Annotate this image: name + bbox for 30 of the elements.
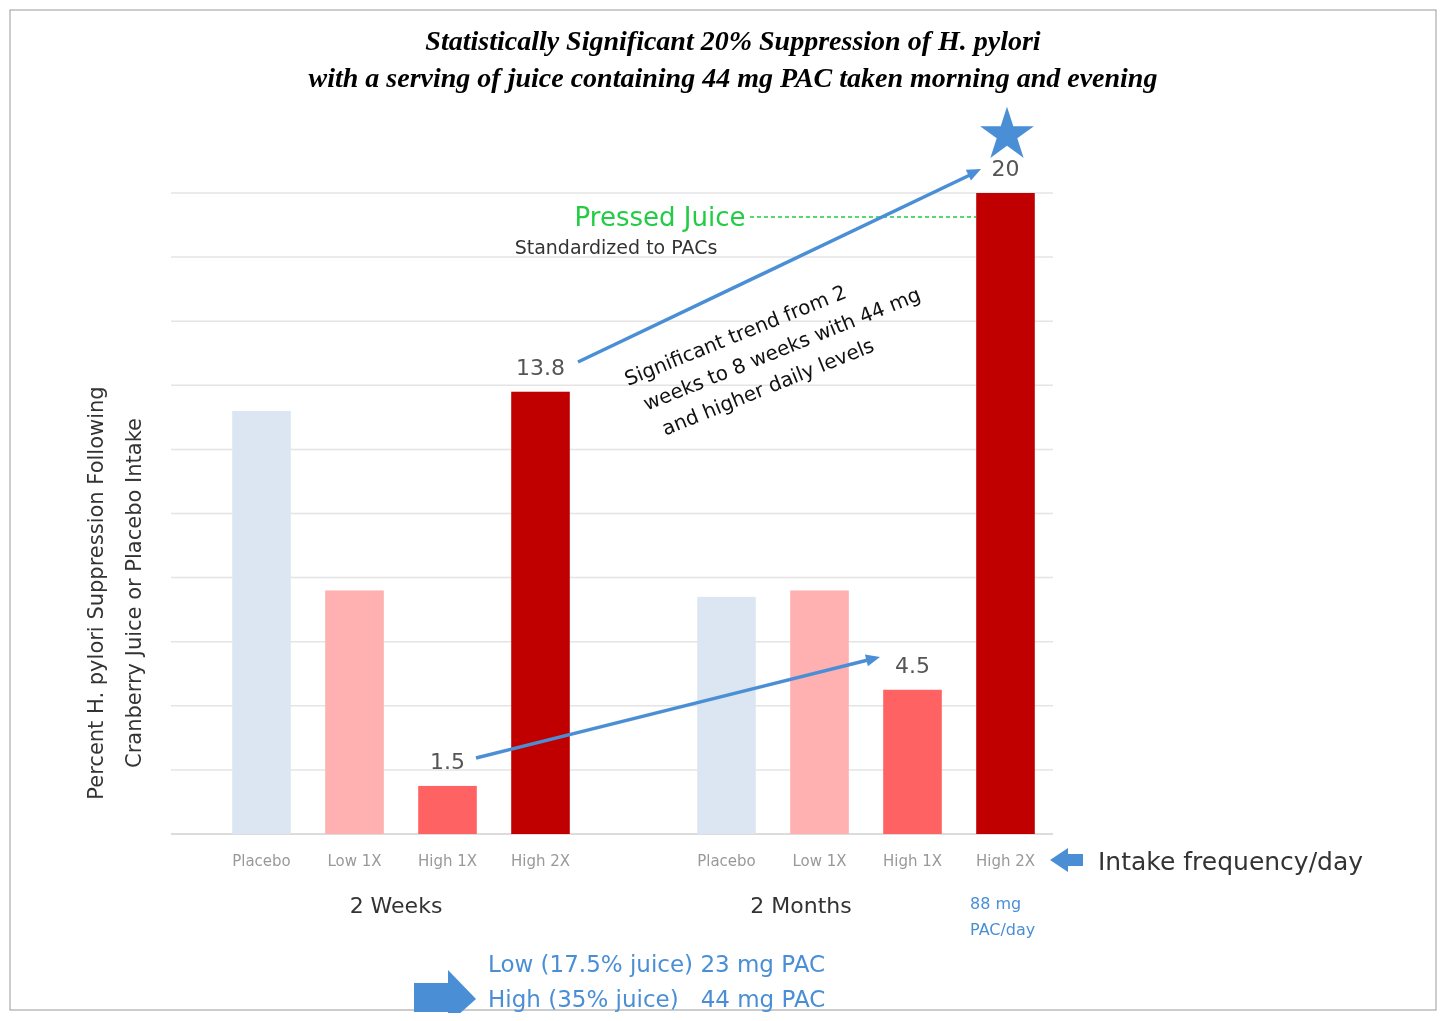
text: 2 Months — [750, 893, 852, 918]
text: High (35% juice) 44 mg PAC — [488, 986, 826, 1012]
x-tick-label: High 1X — [417, 852, 478, 870]
bar — [232, 410, 291, 834]
annotation: Pressed Juice — [574, 202, 746, 232]
bar — [325, 590, 384, 834]
data-label: 1.5 — [430, 748, 465, 774]
bar — [697, 596, 756, 834]
data-label: 4.5 — [895, 652, 930, 678]
x-tick-label: High 1X — [882, 852, 943, 870]
data-label: 13.8 — [516, 354, 565, 380]
x-tick-label: Low 1X — [327, 852, 382, 870]
x-tick-label: High 2X — [510, 852, 571, 870]
chart-title: Statistically Significant 20% Suppression of H. pylori with a serving of juice containing 44 mg PAC taken morning and evening — [308, 25, 1158, 93]
bar — [976, 193, 1035, 834]
bar — [418, 785, 477, 834]
text: Low (17.5% juice) 23 mg PAC — [488, 951, 826, 977]
x-tick-label: High 2X — [975, 852, 1036, 870]
text: 88 mg PAC/day — [970, 894, 1036, 939]
x-tick-label: Placebo — [697, 852, 756, 870]
x-tick-label: Placebo — [232, 852, 291, 870]
bar — [790, 590, 849, 834]
bar — [883, 689, 942, 834]
bar — [511, 391, 570, 834]
annotation: Standardized to PACs — [514, 236, 718, 258]
text: 2 Weeks — [349, 893, 443, 918]
text: Intake frequency/day — [1098, 847, 1364, 876]
x-tick-label: Low 1X — [792, 852, 847, 870]
y-axis-title: Percent H. pylori Suppression Following Cranberry Juice or Placebo Intake — [84, 386, 146, 800]
data-label: 20 — [991, 156, 1020, 181]
